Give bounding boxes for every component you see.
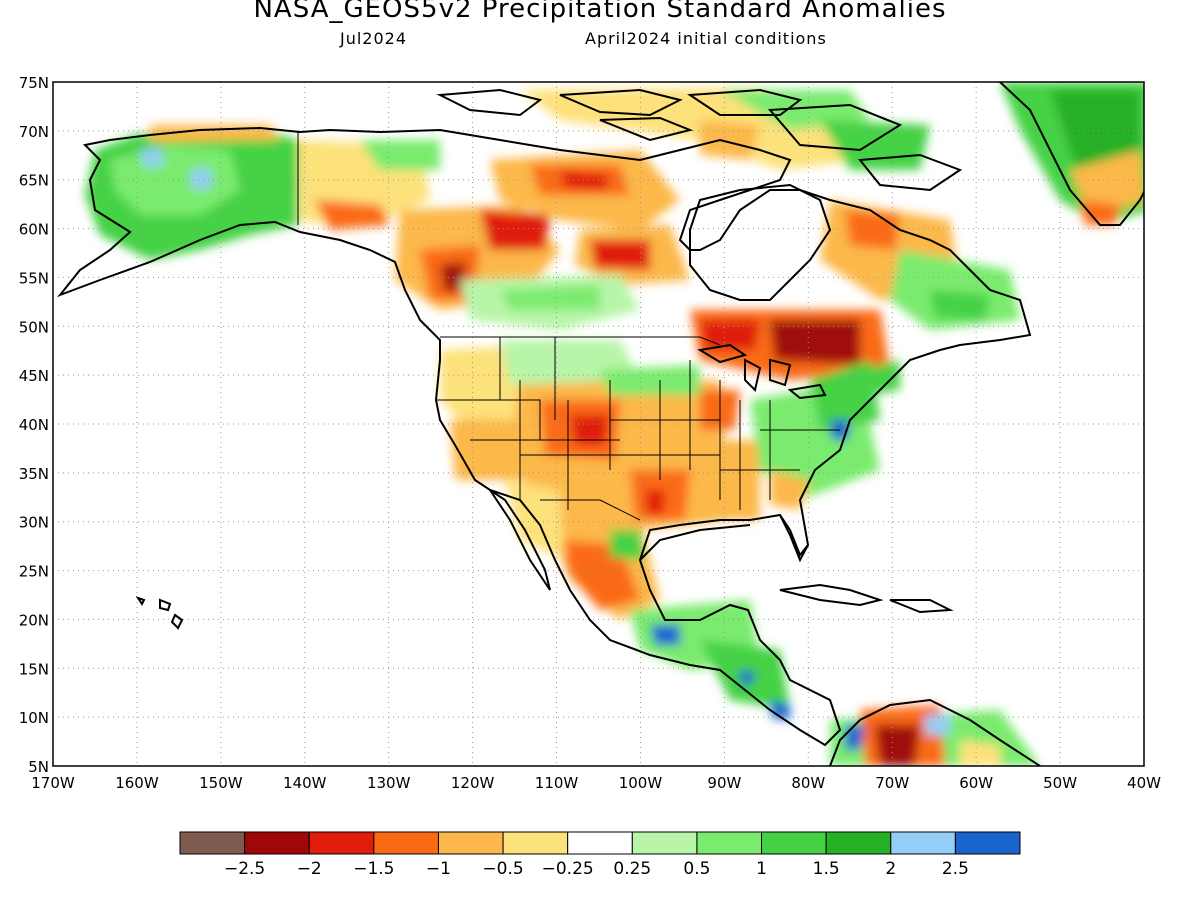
longitude-labels: 170W 160W 150W 140W 130W 120W 110W 100W 90W 80W 70… — [31, 774, 1161, 792]
colorbar-swatch — [179, 831, 246, 855]
political-borders — [297, 132, 840, 521]
longitude-tick-label: 50W — [1043, 774, 1077, 792]
latitude-tick-label: 65N — [19, 172, 49, 190]
colorbar-tick-label: 2 — [885, 859, 896, 879]
colorbar-swatch — [825, 831, 892, 855]
colorbar — [179, 831, 1021, 855]
latitude-tick-label: 60N — [19, 221, 49, 239]
colorbar-tick-label: −1 — [426, 859, 451, 879]
latitude-tick-label: 45N — [19, 367, 49, 385]
colorbar-tick-label: 0.25 — [613, 859, 651, 879]
colorbar-swatch — [631, 831, 698, 855]
anomaly-field — [85, 82, 1144, 766]
latitude-tick-label: 15N — [19, 660, 49, 678]
colorbar-swatch — [437, 831, 504, 855]
latitude-tick-label: 75N — [19, 74, 49, 92]
latitude-tick-label: 25N — [19, 563, 49, 581]
colorbar-tick-label: 1.5 — [813, 859, 840, 879]
latitude-tick-label: 30N — [19, 514, 49, 532]
longitude-tick-label: 60W — [959, 774, 993, 792]
longitude-tick-label: 90W — [707, 774, 741, 792]
latitude-tick-label: 20N — [19, 611, 49, 629]
latitude-tick-label: 50N — [19, 318, 49, 336]
latitude-labels: 75N 70N 65N 60N 55N 50N 45N 40N 35N 30N 25N 20N 15N 1… — [19, 74, 49, 776]
plot-frame — [52, 81, 1145, 767]
latitude-tick-label: 55N — [19, 269, 49, 287]
colorbar-swatch — [890, 831, 956, 855]
longitude-tick-label: 70W — [875, 774, 909, 792]
longitude-tick-label: 40W — [1127, 774, 1161, 792]
colorbar-tick-label: −0.25 — [542, 859, 594, 879]
graticule — [53, 82, 1144, 766]
latitude-tick-label: 5N — [28, 758, 49, 776]
longitude-tick-label: 160W — [115, 774, 159, 792]
longitude-tick-label: 130W — [367, 774, 411, 792]
colorbar-swatch — [308, 831, 375, 855]
latitude-tick-label: 10N — [19, 709, 49, 727]
longitude-tick-label: 110W — [535, 774, 579, 792]
colorbar-swatch — [954, 831, 1021, 855]
target-month-label: Jul2024 — [340, 29, 408, 48]
colorbar-swatch — [244, 831, 310, 855]
longitude-tick-label: 170W — [31, 774, 75, 792]
colorbar-swatch — [696, 831, 763, 855]
colorbar-swatch — [373, 831, 439, 855]
colorbar-swatch — [567, 831, 633, 855]
colorbar-tick-label: 0.5 — [683, 859, 710, 879]
colorbar-tick-label: −0.5 — [482, 859, 523, 879]
colorbar-swatch — [761, 831, 827, 855]
colorbar-tick-label: 2.5 — [942, 859, 969, 879]
latitude-tick-label: 35N — [19, 465, 49, 483]
colorbar-swatch — [502, 831, 569, 855]
longitude-tick-label: 120W — [451, 774, 495, 792]
latitude-tick-label: 40N — [19, 416, 49, 434]
init-conditions-label: April2024 initial conditions — [585, 29, 827, 48]
longitude-tick-label: 140W — [283, 774, 327, 792]
colorbar-tick-label: −1.5 — [353, 859, 394, 879]
longitude-tick-label: 80W — [791, 774, 825, 792]
colorbar-tick-label: −2 — [297, 859, 322, 879]
colorbar-tick-label: −2.5 — [224, 859, 265, 879]
coastlines — [56, 82, 1144, 766]
longitude-tick-label: 100W — [619, 774, 663, 792]
colorbar-tick-label: 1 — [756, 859, 767, 879]
map-title: NASA_GEOS5v2 Precipitation Standard Anom… — [253, 0, 947, 24]
colorbar-tick-labels: −2.5 −2 −1.5 −1 −0.5 −0.25 0.25 0.5 1 1.5 2 2.5 — [224, 859, 969, 879]
latitude-tick-label: 70N — [19, 123, 49, 141]
longitude-tick-label: 150W — [199, 774, 243, 792]
